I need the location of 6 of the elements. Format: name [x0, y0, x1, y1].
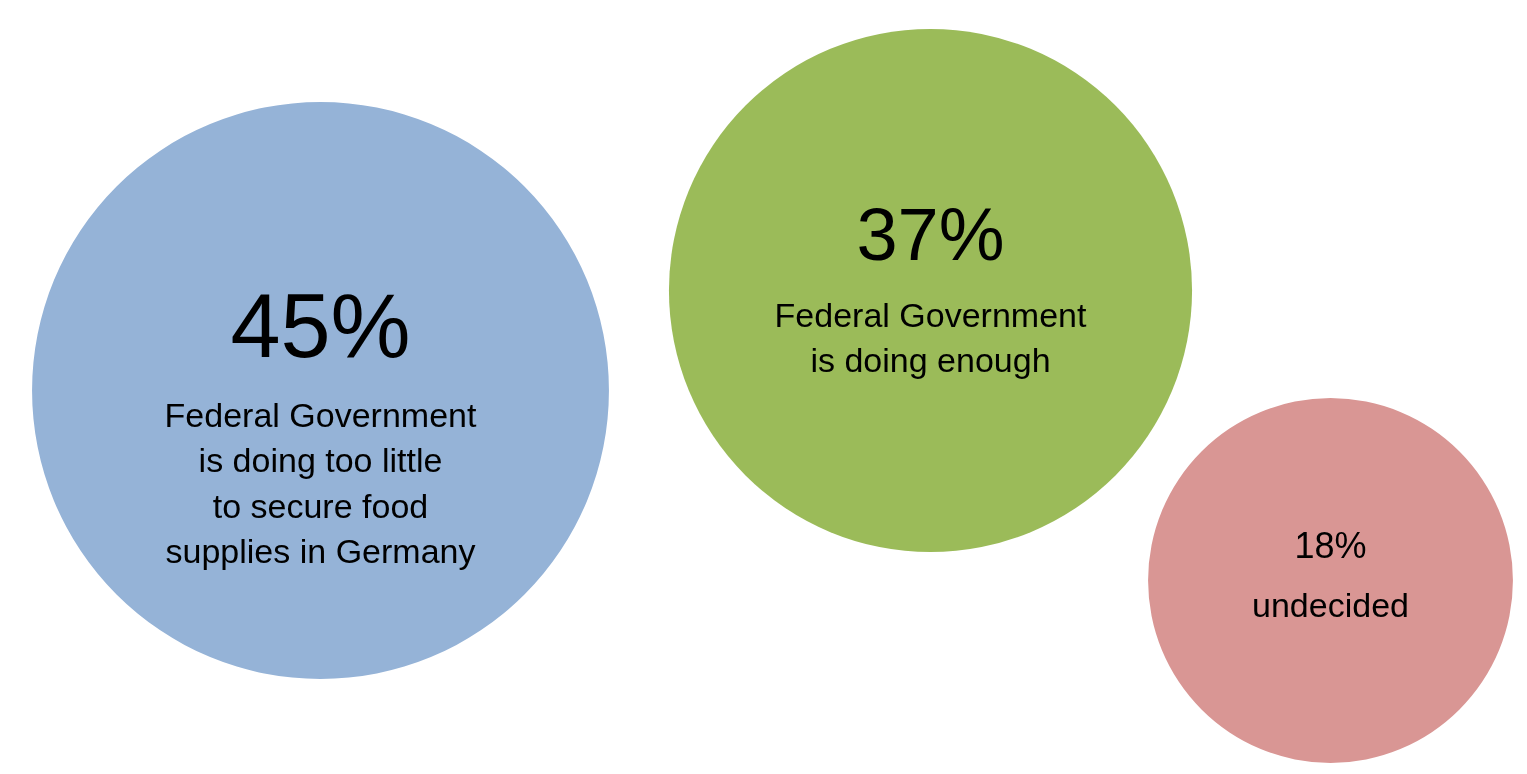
data-label: 18%	[1294, 524, 1367, 566]
category-label: Federal Government is doing enough	[774, 295, 1087, 380]
data-label: 37%	[856, 192, 1005, 276]
category-label: undecided	[1252, 585, 1409, 624]
category-label: Federal Government is doing too little to secure food supplies in Germany	[164, 395, 477, 571]
data-label: 45%	[230, 275, 411, 376]
